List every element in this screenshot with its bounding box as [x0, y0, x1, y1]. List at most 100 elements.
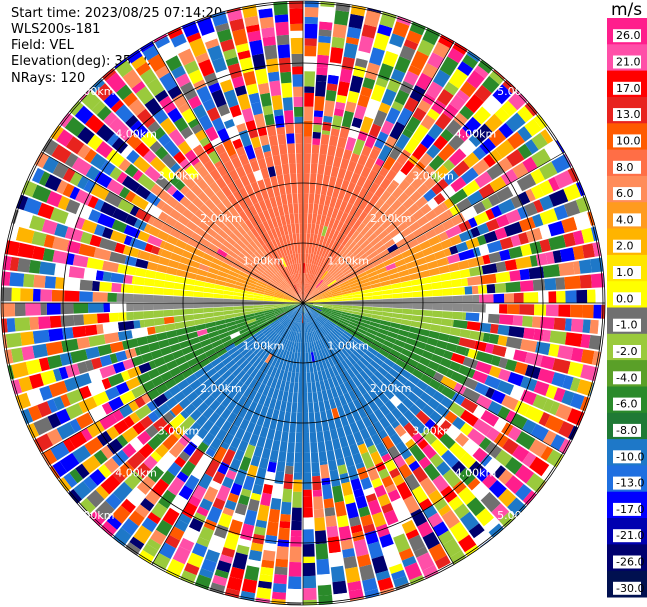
ray-gate: [338, 349, 347, 360]
ray-gate: [440, 185, 456, 200]
ray-gate: [308, 274, 313, 284]
ray-gate: [392, 303, 404, 309]
ray-gate: [225, 469, 237, 480]
ray-gate: [153, 310, 164, 318]
ray-gate: [528, 439, 548, 458]
ray-gate: [316, 173, 324, 185]
ray-gate: [345, 136, 357, 152]
ray-gate: [498, 122, 514, 139]
ray-gate: [81, 219, 98, 234]
ray-gate: [351, 410, 362, 422]
ray-gate: [452, 311, 463, 320]
ray-gate: [216, 248, 228, 258]
ray-gate: [293, 303, 303, 305]
ray-gate: [385, 412, 397, 425]
ray-gate: [136, 108, 156, 128]
ray-gate: [179, 415, 196, 433]
ray-gate: [254, 313, 265, 319]
ray-gate: [350, 316, 361, 322]
ray-gate: [319, 6, 335, 23]
ray-gate: [272, 154, 282, 166]
ray-gate: [131, 81, 146, 94]
ray-gate: [361, 288, 373, 294]
ray-gate: [214, 284, 225, 290]
ray-gate: [159, 240, 166, 249]
ray-gate: [304, 312, 306, 323]
ray-gate: [139, 250, 151, 261]
ray-gate: [280, 338, 287, 349]
colorbar-tick-background: [613, 581, 641, 595]
ray-gate: [321, 390, 329, 401]
ray-gate: [385, 483, 397, 494]
ray-gate: [378, 468, 390, 480]
ray-gate: [367, 444, 378, 455]
ray-gate: [336, 221, 344, 232]
ray-gate: [448, 496, 464, 511]
ray-gate: [436, 340, 448, 350]
ray-gate: [337, 168, 347, 180]
ray-gate: [411, 432, 425, 445]
ray-gate: [281, 268, 288, 278]
ray-gate: [323, 347, 330, 358]
ray-gate: [342, 309, 353, 314]
ray-gate: [303, 299, 313, 303]
ray-gate: [400, 432, 412, 444]
ray-gate: [9, 272, 25, 287]
ray-gate: [467, 257, 480, 268]
ray-gate: [246, 24, 260, 33]
ray-gate: [360, 116, 374, 134]
ray-gate: [341, 248, 350, 259]
ray-gate: [283, 299, 294, 302]
ray-gate: [332, 23, 347, 39]
ray-gate: [362, 392, 373, 404]
ray-gate: [202, 31, 217, 43]
ray-gate: [329, 315, 340, 322]
ray-gate: [442, 296, 453, 303]
ray-gate: [131, 194, 149, 211]
ray-gate: [328, 264, 337, 274]
ray-gate: [109, 166, 123, 181]
ray-gate: [402, 197, 415, 210]
ray-gate: [178, 233, 191, 244]
ray-gate: [288, 331, 294, 341]
ray-gate: [307, 253, 311, 264]
ray-gate: [268, 508, 280, 523]
ray-gate: [244, 219, 254, 230]
ray-gate: [359, 356, 370, 367]
ray-gate: [183, 60, 199, 75]
ray-gate: [179, 256, 191, 266]
ray-gate: [253, 297, 264, 301]
ray-gate: [327, 536, 341, 554]
ray-gate: [205, 277, 217, 284]
ray-gate: [157, 248, 163, 256]
ray-gate: [253, 380, 262, 392]
ray-gate: [349, 443, 360, 456]
ray-gate: [117, 198, 135, 214]
ray-gate: [357, 154, 369, 166]
ray-gate: [177, 214, 190, 226]
ray-gate: [290, 173, 297, 184]
ray-gate: [347, 276, 358, 283]
ray-gate: [417, 99, 432, 113]
ray-gate: [290, 254, 295, 265]
ray-gate: [384, 238, 396, 249]
ray-gate: [244, 313, 255, 319]
ray-gate: [312, 297, 323, 301]
ray-gate: [441, 386, 456, 400]
ray-gate: [296, 412, 303, 423]
ray-gate: [290, 286, 298, 296]
ray-gate: [216, 164, 228, 177]
ray-gate: [335, 101, 346, 110]
ray-gate: [9, 256, 20, 272]
ray-gate: [474, 84, 492, 103]
ray-gate: [303, 343, 306, 353]
ray-gate: [90, 153, 107, 170]
ray-gate: [325, 346, 333, 357]
ray-gate: [5, 332, 23, 348]
ray-gate: [362, 178, 373, 191]
ray-gate: [303, 202, 309, 214]
ray-gate: [314, 193, 321, 205]
ray-gate: [226, 324, 238, 332]
ray-gate: [88, 369, 103, 383]
ray-gate: [32, 184, 52, 203]
